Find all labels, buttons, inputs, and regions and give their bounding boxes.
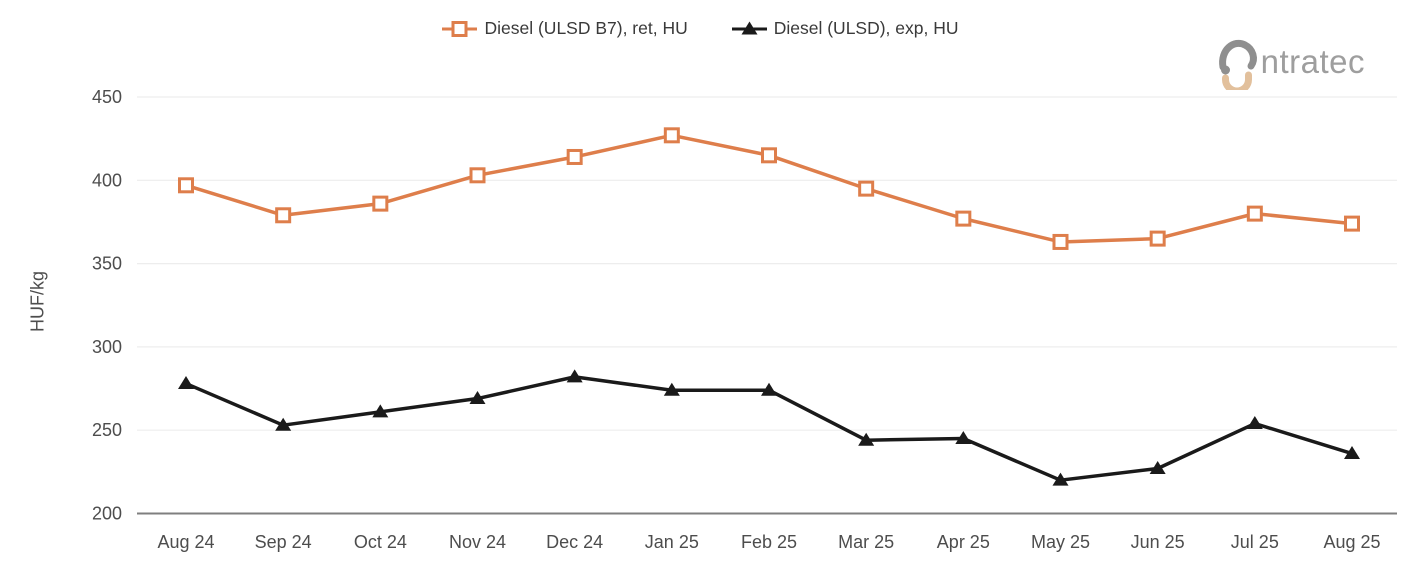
data-point-marker-retail xyxy=(372,195,389,212)
data-point-marker-retail xyxy=(858,180,875,197)
y-tick-label: 350 xyxy=(92,254,122,274)
data-point-marker-export xyxy=(178,376,194,390)
x-tick-label: Jan 25 xyxy=(645,532,699,552)
y-tick-label: 300 xyxy=(92,337,122,357)
x-tick-label: Nov 24 xyxy=(449,532,506,552)
data-point-marker-export xyxy=(372,404,389,418)
y-tick-label: 250 xyxy=(92,420,122,440)
data-point-marker-export xyxy=(469,391,486,405)
data-point-marker-export xyxy=(1246,416,1263,430)
data-point-marker-retail xyxy=(178,177,194,194)
data-point-marker-export xyxy=(858,432,875,446)
legend-label-retail: Diesel (ULSD B7), ret, HU xyxy=(484,18,688,38)
x-tick-label: Feb 25 xyxy=(741,532,797,552)
x-tick-label: Sep 24 xyxy=(255,532,312,552)
data-point-marker-retail xyxy=(1149,230,1166,247)
data-point-marker-retail xyxy=(1246,205,1263,222)
data-point-marker-export xyxy=(1344,446,1360,460)
legend-item-export[interactable]: Diesel (ULSD), exp, HU xyxy=(731,18,959,39)
x-tick-label: Apr 25 xyxy=(937,532,990,552)
data-point-marker-retail xyxy=(761,147,777,164)
x-tick-label: Jun 25 xyxy=(1131,532,1185,552)
triangle-marker-icon xyxy=(731,21,767,34)
data-point-marker-export xyxy=(1149,461,1166,475)
intratec-logo-icon xyxy=(1218,40,1257,90)
x-tick-label: Mar 25 xyxy=(838,532,894,552)
data-point-marker-retail xyxy=(1344,215,1360,232)
y-tick-label: 450 xyxy=(92,87,122,107)
data-point-marker-export xyxy=(761,382,777,396)
data-point-marker-retail xyxy=(469,167,486,184)
x-tick-label: Dec 24 xyxy=(546,532,603,552)
data-point-marker-retail xyxy=(275,207,292,224)
square-marker-icon xyxy=(442,20,478,37)
logo-wordmark: ntratec xyxy=(1260,43,1365,80)
data-point-marker-export xyxy=(1052,472,1069,486)
y-tick-label: 400 xyxy=(92,170,122,190)
legend-label-export: Diesel (ULSD), exp, HU xyxy=(773,18,959,38)
x-tick-label: May 25 xyxy=(1031,532,1090,552)
x-tick-label: Oct 24 xyxy=(354,532,407,552)
data-point-marker-retail xyxy=(566,148,583,165)
data-point-marker-retail xyxy=(1052,233,1069,250)
data-point-marker-export xyxy=(663,382,680,396)
intratec-logo: ntratec xyxy=(1213,34,1365,90)
data-point-marker-retail xyxy=(663,127,680,144)
data-point-marker-export xyxy=(275,417,292,431)
data-point-marker-export xyxy=(566,369,583,383)
y-tick-label: 200 xyxy=(92,504,122,524)
x-tick-label: Aug 24 xyxy=(157,532,214,552)
legend-item-retail[interactable]: Diesel (ULSD B7), ret, HU xyxy=(442,18,688,39)
x-tick-label: Aug 25 xyxy=(1323,532,1380,552)
x-tick-label: Jul 25 xyxy=(1231,532,1279,552)
data-point-marker-export xyxy=(955,431,972,445)
data-point-marker-retail xyxy=(955,210,972,227)
chart-legend: Diesel (ULSD B7), ret, HU Diesel (ULSD),… xyxy=(0,18,1401,39)
